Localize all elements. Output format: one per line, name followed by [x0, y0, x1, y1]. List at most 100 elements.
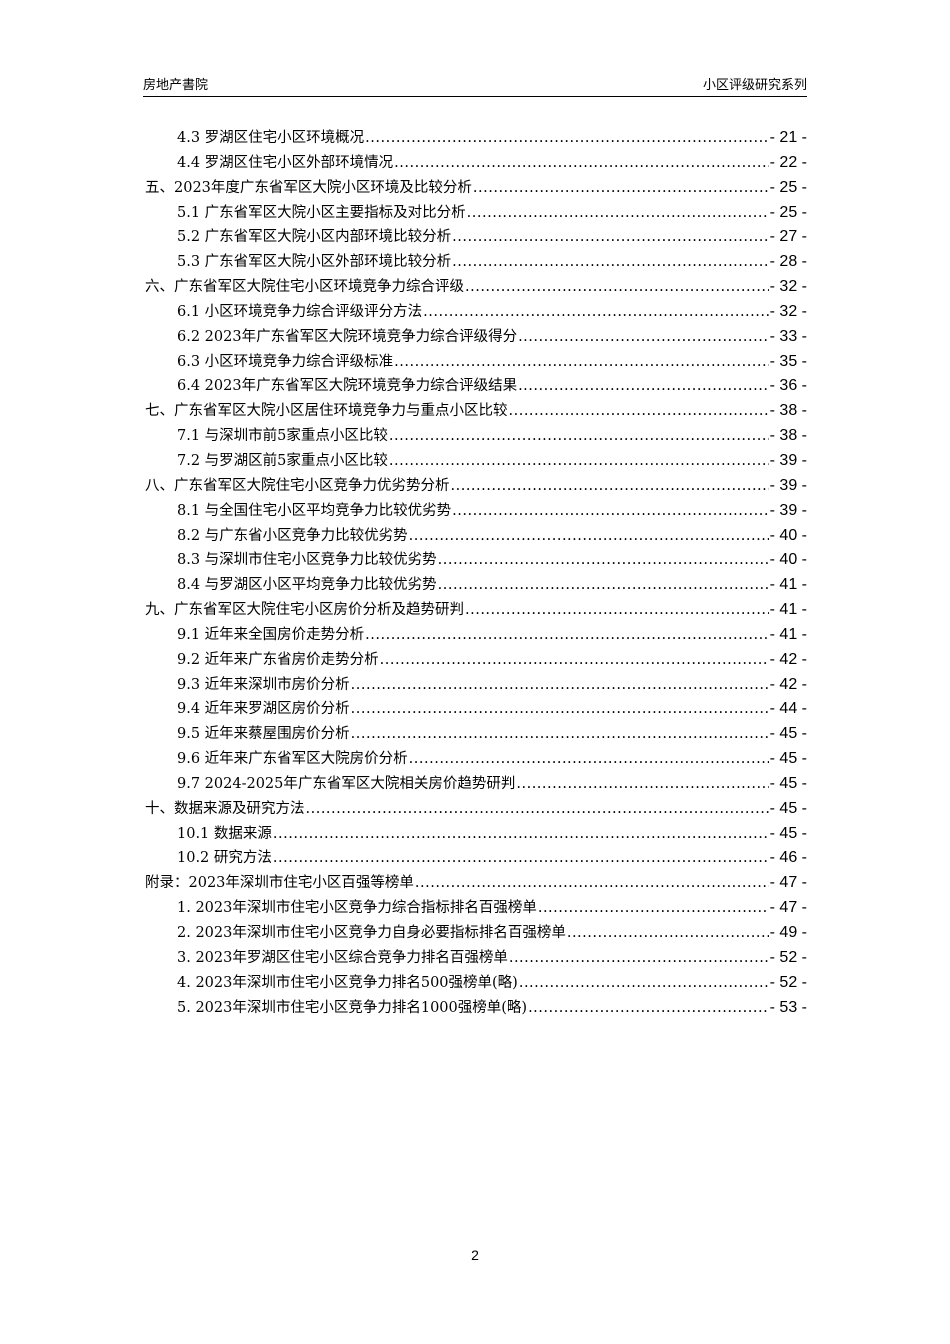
toc-entry[interactable]: 9.7 2024-2025年广东省军区大院相关房价趋势研判 - 45 - — [145, 772, 807, 797]
toc-entry-page: - 44 - — [769, 700, 807, 718]
dot-leader — [473, 180, 769, 196]
toc-entry[interactable]: 7.1 与深圳市前5家重点小区比较 - 38 - — [145, 424, 807, 449]
toc-entry[interactable]: 八、广东省军区大院住宅小区竞争力优劣势分析 - 39 - — [145, 474, 807, 499]
toc-entry[interactable]: 五、2023年度广东省军区大院小区环境及比较分析 - 25 - — [145, 176, 807, 201]
table-of-contents: 4.3 罗湖区住宅小区环境概况 - 21 - 4.4 罗湖区住宅小区外部环境情况 - … — [145, 126, 807, 1020]
dot-leader — [351, 701, 769, 717]
dot-leader — [509, 950, 769, 966]
toc-entry-title: 8.4 与罗湖区小区平均竞争力比较优劣势 — [177, 577, 437, 594]
toc-entry[interactable]: 4.3 罗湖区住宅小区环境概况 - 21 - — [145, 126, 807, 151]
toc-entry-title: 7.2 与罗湖区前5家重点小区比较 — [177, 452, 388, 469]
toc-entry-title: 9.1 近年来全国房价走势分析 — [177, 626, 365, 643]
dot-leader — [518, 329, 769, 345]
toc-entry-title: 五、2023年度广东省军区大院小区环境及比较分析 — [145, 179, 472, 196]
toc-entry[interactable]: 2. 2023年深圳市住宅小区竞争力自身必要指标排名百强榜单 - 49 - — [145, 921, 807, 946]
toc-entry-title: 八、广东省军区大院住宅小区竞争力优劣势分析 — [145, 477, 450, 494]
toc-entry-title: 8.1 与全国住宅小区平均竞争力比较优劣势 — [177, 502, 452, 519]
toc-entry[interactable]: 9.5 近年来蔡屋围房价分析 - 45 - — [145, 722, 807, 747]
dot-leader — [394, 354, 768, 370]
toc-entry-page: - 52 - — [769, 948, 807, 966]
dot-leader — [567, 925, 769, 941]
toc-entry-title: 8.2 与广东省小区竞争力比较优劣势 — [177, 527, 408, 544]
toc-entry[interactable]: 5.2 广东省军区大院小区内部环境比较分析 - 27 - — [145, 225, 807, 250]
dot-leader — [528, 1000, 769, 1016]
toc-entry[interactable]: 6.1 小区环境竞争力综合评级评分方法 - 32 - — [145, 300, 807, 325]
toc-entry-title: 2. 2023年深圳市住宅小区竞争力自身必要指标排名百强榜单 — [177, 925, 566, 941]
toc-entry-page: - 27 - — [769, 228, 807, 246]
toc-entry[interactable]: 10.1 数据来源 - 45 - — [145, 822, 807, 847]
toc-entry-title: 10.2 研究方法 — [177, 850, 272, 867]
toc-entry[interactable]: 4. 2023年深圳市住宅小区竞争力排名500强榜单(略) - 52 - — [145, 971, 807, 996]
toc-entry[interactable]: 4.4 罗湖区住宅小区外部环境情况 - 22 - — [145, 151, 807, 176]
toc-entry-page: - 40 - — [769, 526, 807, 544]
dot-leader — [452, 229, 768, 245]
toc-entry[interactable]: 六、广东省军区大院住宅小区环境竞争力综合评级 - 32 - — [145, 275, 807, 300]
toc-entry[interactable]: 十、数据来源及研究方法 - 45 - — [145, 797, 807, 822]
dot-leader — [365, 130, 768, 146]
toc-entry[interactable]: 1. 2023年深圳市住宅小区竞争力综合指标排名百强榜单 - 47 - — [145, 896, 807, 921]
dot-leader — [467, 205, 769, 221]
dot-leader — [273, 850, 769, 866]
toc-entry-page: - 22 - — [769, 153, 807, 171]
toc-entry-title: 10.1 数据来源 — [177, 825, 272, 842]
dot-leader — [509, 403, 769, 419]
toc-entry[interactable]: 8.4 与罗湖区小区平均竞争力比较优劣势 - 41 - — [145, 573, 807, 598]
toc-entry-page: - 41 - — [769, 601, 807, 619]
toc-entry-page: - 45 - — [769, 750, 807, 768]
toc-entry[interactable]: 8.2 与广东省小区竞争力比较优劣势 - 40 - — [145, 524, 807, 549]
toc-entry[interactable]: 九、广东省军区大院住宅小区房价分析及趋势研判 - 41 - — [145, 598, 807, 623]
toc-entry-title: 七、广东省军区大院小区居住环境竞争力与重点小区比较 — [145, 403, 508, 420]
toc-entry-title: 九、广东省军区大院住宅小区房价分析及趋势研判 — [145, 602, 464, 619]
dot-leader — [409, 528, 769, 544]
toc-entry-title: 六、广东省军区大院住宅小区环境竞争力综合评级 — [145, 279, 464, 296]
toc-entry[interactable]: 9.2 近年来广东省房价走势分析 - 42 - — [145, 648, 807, 673]
dot-leader — [438, 577, 769, 593]
dot-leader — [451, 478, 769, 494]
toc-entry-page: - 32 - — [769, 278, 807, 296]
toc-entry-page: - 46 - — [769, 849, 807, 867]
toc-entry-page: - 39 - — [769, 501, 807, 519]
toc-entry-title: 9.2 近年来广东省房价走势分析 — [177, 651, 379, 668]
toc-entry[interactable]: 七、广东省军区大院小区居住环境竞争力与重点小区比较 - 38 - — [145, 399, 807, 424]
dot-leader — [389, 428, 769, 444]
toc-entry-page: - 42 - — [769, 675, 807, 693]
toc-entry[interactable]: 6.2 2023年广东省军区大院环境竞争力综合评级得分 - 33 - — [145, 325, 807, 350]
toc-entry[interactable]: 6.4 2023年广东省军区大院环境竞争力综合评级结果 - 36 - — [145, 374, 807, 399]
toc-entry-page: - 40 - — [769, 551, 807, 569]
dot-leader — [516, 776, 768, 792]
toc-entry-page: - 52 - — [769, 973, 807, 991]
dot-leader — [351, 677, 769, 693]
header-left: 房地产書院 — [143, 78, 209, 93]
toc-entry[interactable]: 10.2 研究方法 - 46 - — [145, 846, 807, 871]
toc-entry-page: - 28 - — [769, 253, 807, 271]
dot-leader — [465, 279, 769, 295]
toc-entry-page: - 42 - — [769, 650, 807, 668]
toc-entry[interactable]: 附录：2023年深圳市住宅小区百强等榜单 - 47 - — [145, 871, 807, 896]
toc-entry-page: - 47 - — [769, 874, 807, 892]
toc-entry[interactable]: 5. 2023年深圳市住宅小区竞争力排名1000强榜单(略) - 53 - — [145, 996, 807, 1021]
toc-entry-page: - 36 - — [769, 377, 807, 395]
toc-entry[interactable]: 8.1 与全国住宅小区平均竞争力比较优劣势 - 39 - — [145, 499, 807, 524]
toc-entry-page: - 45 - — [769, 774, 807, 792]
dot-leader — [518, 378, 769, 394]
toc-entry-page: - 45 - — [769, 799, 807, 817]
toc-entry[interactable]: 8.3 与深圳市住宅小区竞争力比较优劣势 - 40 - — [145, 548, 807, 573]
dot-leader — [423, 304, 768, 320]
header-right: 小区评级研究系列 — [702, 78, 807, 93]
toc-entry[interactable]: 9.3 近年来深圳市房价分析 - 42 - — [145, 673, 807, 698]
toc-entry-title: 9.7 2024-2025年广东省军区大院相关房价趋势研判 — [177, 775, 516, 792]
toc-entry[interactable]: 9.1 近年来全国房价走势分析 - 41 - — [145, 623, 807, 648]
toc-entry[interactable]: 5.3 广东省军区大院小区外部环境比较分析 - 28 - — [145, 250, 807, 275]
toc-entry[interactable]: 6.3 小区环境竞争力综合评级标准 - 35 - — [145, 350, 807, 375]
toc-entry-page: - 38 - — [769, 427, 807, 445]
toc-entry-title: 6.1 小区环境竞争力综合评级评分方法 — [177, 303, 423, 320]
toc-entry[interactable]: 7.2 与罗湖区前5家重点小区比较 - 39 - — [145, 449, 807, 474]
dot-leader — [389, 453, 769, 469]
dot-leader — [409, 751, 769, 767]
toc-entry[interactable]: 9.4 近年来罗湖区房价分析 - 44 - — [145, 697, 807, 722]
toc-entry[interactable]: 3. 2023年罗湖区住宅小区综合竞争力排名百强榜单 - 52 - — [145, 946, 807, 971]
dot-leader — [519, 975, 769, 991]
toc-entry[interactable]: 5.1 广东省军区大院小区主要指标及对比分析 - 25 - — [145, 201, 807, 226]
toc-entry[interactable]: 9.6 近年来广东省军区大院房价分析 - 45 - — [145, 747, 807, 772]
dot-leader — [306, 801, 769, 817]
